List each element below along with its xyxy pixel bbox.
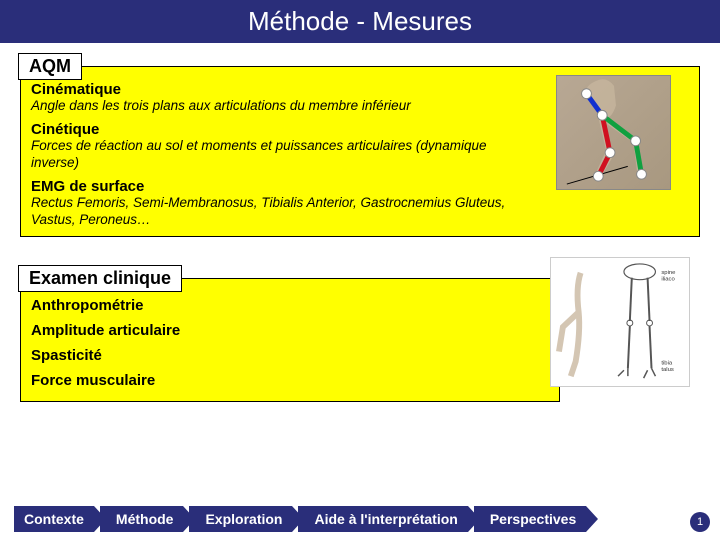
examen-box: Anthropométrie Amplitude articulaire Spa… [20,278,560,402]
svg-text:talus: talus [661,368,673,374]
item-force: Force musculaire [31,368,549,393]
nav-aide[interactable]: Aide à l'interprétation [298,506,479,532]
desc-emg: Rectus Femoris, Semi-Membranosus, Tibial… [31,195,531,229]
nav-label: Aide à l'interprétation [298,506,467,532]
section-aqm: AQM Cinématique Angle dans les trois pla… [0,43,720,237]
nav-breadcrumb: Contexte Méthode Exploration Aide à l'in… [0,506,720,532]
item-amplitude: Amplitude articulaire [31,318,549,343]
svg-text:tibia: tibia [661,361,673,367]
page-number: 1 [690,512,710,532]
svg-text:iliaco: iliaco [661,277,675,283]
nav-label: Contexte [14,506,94,532]
nav-contexte[interactable]: Contexte [14,506,106,532]
svg-text:spine: spine [661,270,676,276]
skeleton-image: spine iliaco tibia talus [550,257,690,387]
nav-label: Exploration [189,506,292,532]
nav-perspectives[interactable]: Perspectives [474,506,598,532]
nav-exploration[interactable]: Exploration [189,506,304,532]
nav-label: Perspectives [474,506,586,532]
aqm-box: Cinématique Angle dans les trois plans a… [20,66,700,237]
slide-title: Méthode - Mesures [0,0,720,43]
gait-image [556,75,671,190]
item-spasticite: Spasticité [31,343,549,368]
desc-cinetique: Forces de réaction au sol et moments et … [31,138,531,172]
section-examen: Examen clinique Anthropométrie Amplitude… [0,255,720,402]
section-label-aqm: AQM [18,53,82,80]
nav-label: Méthode [100,506,184,532]
section-label-examen: Examen clinique [18,265,182,292]
item-anthropometrie: Anthropométrie [31,293,549,318]
nav-methode[interactable]: Méthode [100,506,196,532]
desc-cinematique: Angle dans les trois plans aux articulat… [31,98,531,115]
